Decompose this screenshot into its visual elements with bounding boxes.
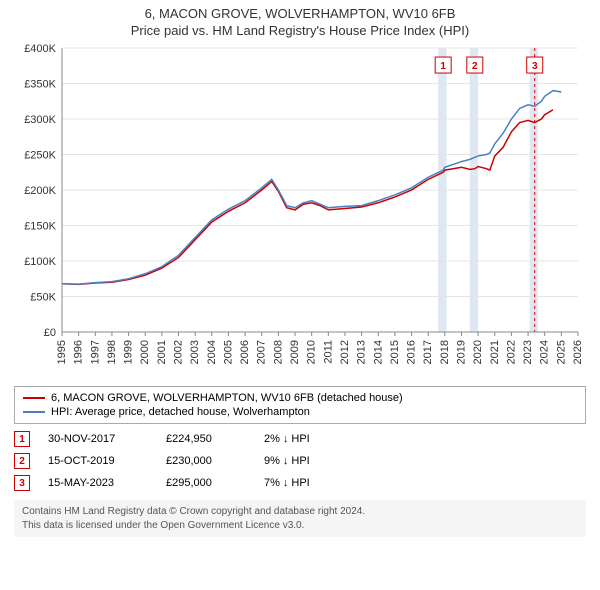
data-point-marker: 2 bbox=[14, 453, 30, 469]
line-chart: £0 £50K £100K £150K £200K £250K £300K £350K £400… bbox=[10, 40, 590, 380]
svg-text:3: 3 bbox=[532, 61, 538, 72]
svg-text:2014: 2014 bbox=[372, 340, 384, 364]
data-point-row: 1 30-NOV-2017 £224,950 2%↓HPI bbox=[14, 428, 586, 450]
svg-text:2020: 2020 bbox=[472, 340, 484, 364]
legend-label: HPI: Average price, detached house, Wolv… bbox=[51, 406, 310, 418]
data-point-price: £230,000 bbox=[166, 455, 246, 467]
data-point-delta: 2%↓HPI bbox=[264, 433, 310, 445]
svg-text:2: 2 bbox=[472, 61, 478, 72]
svg-text:1998: 1998 bbox=[106, 340, 118, 364]
svg-text:2002: 2002 bbox=[173, 340, 185, 364]
data-point-marker: 1 bbox=[14, 431, 30, 447]
data-point-price: £224,950 bbox=[166, 433, 246, 445]
svg-text:2005: 2005 bbox=[222, 340, 234, 364]
svg-text:2021: 2021 bbox=[489, 340, 501, 364]
svg-text:2023: 2023 bbox=[522, 340, 534, 364]
svg-text:£100K: £100K bbox=[24, 256, 56, 268]
data-point-price: £295,000 bbox=[166, 477, 246, 489]
svg-text:1997: 1997 bbox=[89, 340, 101, 364]
legend-item: HPI: Average price, detached house, Wolv… bbox=[23, 405, 577, 419]
arrow-down-icon: ↓ bbox=[283, 433, 289, 445]
svg-text:1999: 1999 bbox=[123, 340, 135, 364]
arrow-down-icon: ↓ bbox=[283, 477, 289, 489]
arrow-down-icon: ↓ bbox=[283, 455, 289, 467]
data-point-row: 3 15-MAY-2023 £295,000 7%↓HPI bbox=[14, 472, 586, 494]
svg-text:2012: 2012 bbox=[339, 340, 351, 364]
data-point-date: 15-OCT-2019 bbox=[48, 455, 148, 467]
svg-text:1996: 1996 bbox=[73, 340, 85, 364]
legend-item: 6, MACON GROVE, WOLVERHAMPTON, WV10 6FB … bbox=[23, 391, 577, 405]
legend: 6, MACON GROVE, WOLVERHAMPTON, WV10 6FB … bbox=[14, 386, 586, 424]
svg-text:£0: £0 bbox=[44, 327, 56, 339]
data-point-delta: 9%↓HPI bbox=[264, 455, 310, 467]
data-point-marker: 3 bbox=[14, 475, 30, 491]
svg-text:2022: 2022 bbox=[505, 340, 517, 364]
chart-title-main: 6, MACON GROVE, WOLVERHAMPTON, WV10 6FB bbox=[10, 6, 590, 21]
legend-swatch bbox=[23, 411, 45, 413]
svg-text:2026: 2026 bbox=[572, 340, 584, 364]
svg-text:1995: 1995 bbox=[56, 340, 68, 364]
chart-title-sub: Price paid vs. HM Land Registry's House … bbox=[10, 23, 590, 38]
svg-text:£250K: £250K bbox=[24, 150, 56, 162]
legend-swatch bbox=[23, 397, 45, 399]
legend-label: 6, MACON GROVE, WOLVERHAMPTON, WV10 6FB … bbox=[51, 392, 403, 404]
svg-text:1: 1 bbox=[440, 61, 446, 72]
svg-text:2008: 2008 bbox=[272, 340, 284, 364]
svg-text:2001: 2001 bbox=[156, 340, 168, 364]
data-point-date: 30-NOV-2017 bbox=[48, 433, 148, 445]
svg-text:2016: 2016 bbox=[406, 340, 418, 364]
svg-text:£200K: £200K bbox=[24, 185, 56, 197]
svg-text:2011: 2011 bbox=[322, 340, 334, 364]
svg-text:£150K: £150K bbox=[24, 221, 56, 233]
svg-text:£400K: £400K bbox=[24, 43, 56, 55]
svg-text:2006: 2006 bbox=[239, 340, 251, 364]
svg-text:2019: 2019 bbox=[455, 340, 467, 364]
footer-line2: This data is licensed under the Open Gov… bbox=[22, 519, 578, 533]
svg-text:2018: 2018 bbox=[439, 340, 451, 364]
svg-text:2007: 2007 bbox=[256, 340, 268, 364]
data-point-delta: 7%↓HPI bbox=[264, 477, 310, 489]
footer-line1: Contains HM Land Registry data © Crown c… bbox=[22, 505, 578, 519]
data-point-date: 15-MAY-2023 bbox=[48, 477, 148, 489]
svg-text:2003: 2003 bbox=[189, 340, 201, 364]
data-points-table: 1 30-NOV-2017 £224,950 2%↓HPI 2 15-OCT-2019 £2… bbox=[14, 428, 586, 494]
svg-text:2024: 2024 bbox=[539, 340, 551, 364]
svg-text:2000: 2000 bbox=[139, 340, 151, 364]
svg-text:£350K: £350K bbox=[24, 79, 56, 91]
svg-text:2015: 2015 bbox=[389, 340, 401, 364]
svg-text:2004: 2004 bbox=[206, 340, 218, 364]
footer-attribution: Contains HM Land Registry data © Crown c… bbox=[14, 500, 586, 537]
svg-text:£50K: £50K bbox=[30, 292, 56, 304]
chart-area: £0 £50K £100K £150K £200K £250K £300K £350K £400… bbox=[10, 40, 590, 380]
svg-text:2009: 2009 bbox=[289, 340, 301, 364]
data-point-row: 2 15-OCT-2019 £230,000 9%↓HPI bbox=[14, 450, 586, 472]
svg-text:2017: 2017 bbox=[422, 340, 434, 364]
svg-text:2025: 2025 bbox=[555, 340, 567, 364]
svg-text:2013: 2013 bbox=[356, 340, 368, 364]
svg-text:£300K: £300K bbox=[24, 114, 56, 126]
svg-text:2010: 2010 bbox=[306, 340, 318, 364]
